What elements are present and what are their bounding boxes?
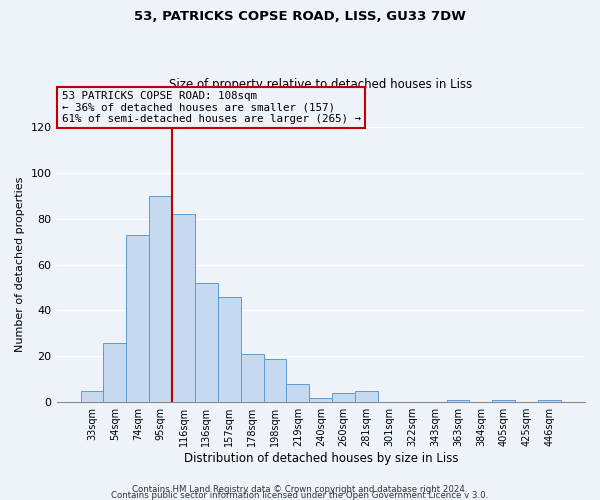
Bar bbox=[218, 296, 241, 402]
Bar bbox=[355, 390, 378, 402]
X-axis label: Distribution of detached houses by size in Liss: Distribution of detached houses by size … bbox=[184, 452, 458, 465]
Text: Contains HM Land Registry data © Crown copyright and database right 2024.: Contains HM Land Registry data © Crown c… bbox=[132, 484, 468, 494]
Bar bbox=[310, 398, 332, 402]
Bar bbox=[286, 384, 310, 402]
Y-axis label: Number of detached properties: Number of detached properties bbox=[15, 177, 25, 352]
Text: 53 PATRICKS COPSE ROAD: 108sqm
← 36% of detached houses are smaller (157)
61% of: 53 PATRICKS COPSE ROAD: 108sqm ← 36% of … bbox=[62, 91, 361, 124]
Bar bbox=[332, 393, 355, 402]
Bar bbox=[127, 234, 149, 402]
Bar bbox=[103, 342, 127, 402]
Text: Contains public sector information licensed under the Open Government Licence v : Contains public sector information licen… bbox=[112, 490, 488, 500]
Bar bbox=[263, 358, 286, 402]
Bar bbox=[172, 214, 195, 402]
Bar bbox=[241, 354, 263, 402]
Bar bbox=[80, 390, 103, 402]
Bar bbox=[493, 400, 515, 402]
Bar bbox=[149, 196, 172, 402]
Bar bbox=[446, 400, 469, 402]
Bar bbox=[538, 400, 561, 402]
Title: Size of property relative to detached houses in Liss: Size of property relative to detached ho… bbox=[169, 78, 472, 91]
Bar bbox=[195, 283, 218, 402]
Text: 53, PATRICKS COPSE ROAD, LISS, GU33 7DW: 53, PATRICKS COPSE ROAD, LISS, GU33 7DW bbox=[134, 10, 466, 23]
